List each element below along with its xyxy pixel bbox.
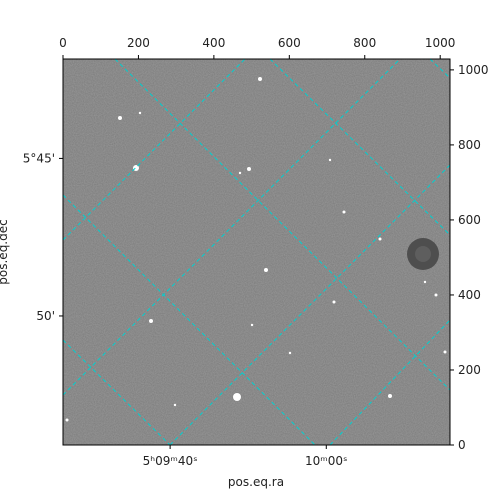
ra-tick-label: 10ᵐ00ˢ [305, 454, 348, 468]
ra-tick-label: 5ʰ09ᵐ40ˢ [143, 454, 198, 468]
sky-image [63, 59, 450, 445]
y-axis-label: pos.eq.dec [0, 219, 10, 284]
x-tick-label: 800 [353, 36, 376, 50]
x-tick-label: 600 [278, 36, 301, 50]
coordinate-grid [63, 59, 450, 445]
y-tick-label: 0 [458, 438, 466, 452]
y-tick-label: 200 [458, 363, 481, 377]
y-tick-label: 1000 [458, 63, 489, 77]
x-tick-label: 1000 [425, 36, 456, 50]
y-tick-label: 400 [458, 288, 481, 302]
x-axis-label: pos.eq.ra [228, 475, 284, 489]
dec-tick-label: 5°45' [23, 151, 55, 165]
y-tick-label: 600 [458, 213, 481, 227]
y-tick-label: 800 [458, 138, 481, 152]
axes-frame [62, 58, 451, 446]
x-tick-label: 0 [59, 36, 67, 50]
x-tick-label: 200 [127, 36, 150, 50]
dec-tick-label: 50' [36, 309, 55, 323]
x-tick-label: 400 [202, 36, 225, 50]
